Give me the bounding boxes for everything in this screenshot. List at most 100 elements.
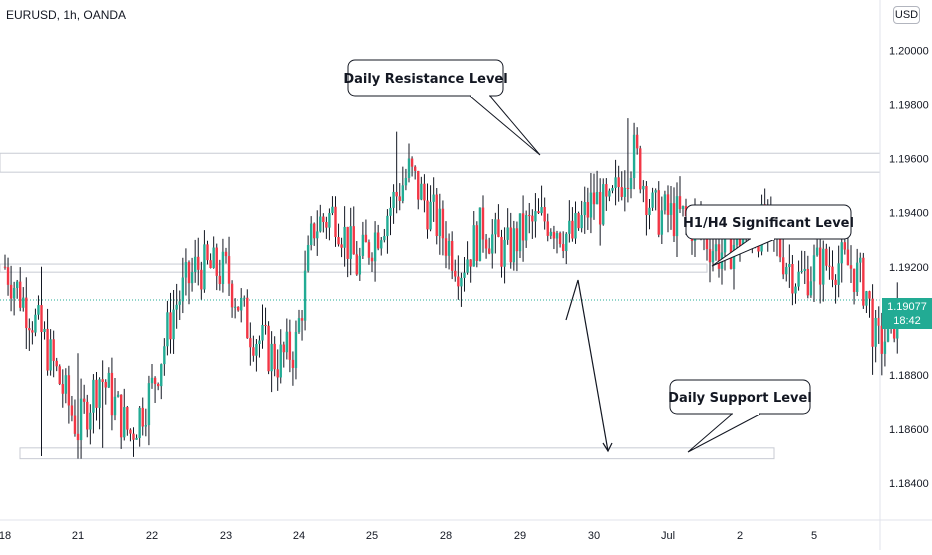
candle-body <box>818 247 822 285</box>
candle-body <box>874 317 877 347</box>
candle-body <box>629 178 633 189</box>
candle-body <box>270 343 273 372</box>
candle-body <box>791 263 794 294</box>
candle-body <box>472 225 475 267</box>
candle-body <box>444 238 448 256</box>
candle-body <box>654 190 657 193</box>
candle-body <box>346 226 349 259</box>
candle-body <box>441 208 445 239</box>
candle-body <box>512 228 516 263</box>
candle-body <box>291 359 295 368</box>
candle-body <box>589 192 593 218</box>
candle-body <box>803 268 806 272</box>
candle-body <box>429 201 432 230</box>
candle-body <box>107 372 111 388</box>
candle-body <box>868 291 871 299</box>
candle-body <box>276 369 279 378</box>
candle-body <box>322 216 325 223</box>
candle-body <box>672 203 676 237</box>
candle-body <box>279 344 282 378</box>
candle-body <box>355 254 358 275</box>
candle-body <box>190 271 194 284</box>
candle-body <box>420 183 423 200</box>
candle-body <box>552 231 556 239</box>
candle-body <box>209 260 212 268</box>
candle-body <box>172 309 175 340</box>
candle-body <box>89 412 92 430</box>
candle-body <box>518 213 522 252</box>
candle-body <box>113 396 117 416</box>
candle-body <box>282 344 285 353</box>
candle-body <box>460 277 463 287</box>
candle-body <box>407 158 411 178</box>
candle-body <box>855 262 859 292</box>
candle-body <box>669 203 673 215</box>
candle-body <box>859 257 862 263</box>
candle-body <box>40 305 43 333</box>
candle-body <box>22 297 25 308</box>
candle-body <box>849 265 853 269</box>
candle-body <box>503 239 506 267</box>
candle-body <box>132 433 135 440</box>
candle-body <box>258 340 261 345</box>
candle-body <box>469 259 472 267</box>
candle-body <box>386 215 389 237</box>
candle-body <box>153 377 157 384</box>
y-tick-label: 1.19600 <box>889 154 929 166</box>
candle-body <box>316 231 319 239</box>
candle-body <box>82 398 86 402</box>
candle-body <box>76 433 80 441</box>
candle-body <box>264 324 267 326</box>
candle-body <box>25 297 28 329</box>
candle-body <box>187 262 191 284</box>
candle-body <box>206 244 209 261</box>
x-tick-label: Jul <box>661 530 675 542</box>
bar-countdown: 18:42 <box>893 315 921 327</box>
candle-body <box>230 283 234 308</box>
candle-body <box>666 194 670 215</box>
candle-body <box>141 407 144 427</box>
candle-body <box>534 211 537 222</box>
candle-body <box>515 228 519 252</box>
y-tick-label: 1.19800 <box>889 100 929 112</box>
candle-body <box>337 237 340 245</box>
candle-body <box>392 191 395 208</box>
candle-body <box>70 405 74 416</box>
x-tick-label: 23 <box>220 530 232 542</box>
candle-body <box>837 263 840 285</box>
candle-body <box>815 247 819 256</box>
candle-body <box>531 215 534 222</box>
candle-body <box>328 213 331 228</box>
candle-body <box>303 270 307 321</box>
candle-body <box>288 331 292 360</box>
resistance-zone <box>0 152 881 173</box>
candle-body <box>883 341 887 354</box>
candle-body <box>255 344 258 356</box>
currency-button[interactable]: USD <box>893 6 920 24</box>
candle-body <box>642 185 645 190</box>
candle-body <box>806 268 810 296</box>
symbol-label: EURUSD, 1h, OANDA <box>6 8 127 22</box>
candle-body <box>447 240 451 256</box>
candle-body <box>31 330 34 333</box>
candle-body <box>144 425 148 427</box>
candle-body <box>809 281 813 296</box>
candle-body <box>831 266 834 280</box>
candle-body <box>497 219 500 237</box>
candle-body <box>785 267 788 275</box>
candle-body <box>200 269 203 290</box>
drawings-layer: Daily Resistance Level H1/H4 Significant … <box>343 59 854 453</box>
y-tick-label: 1.18600 <box>889 424 929 436</box>
candle-body <box>110 372 114 416</box>
candle-body <box>361 234 365 256</box>
candle-body <box>160 364 163 387</box>
candle-body <box>463 272 466 278</box>
candle-body <box>558 233 562 245</box>
candle-body <box>156 383 160 387</box>
candle-body <box>19 281 22 308</box>
candle-body <box>233 306 237 308</box>
candle-body <box>101 379 104 382</box>
candles-layer <box>3 118 899 459</box>
candle-body <box>300 318 304 321</box>
